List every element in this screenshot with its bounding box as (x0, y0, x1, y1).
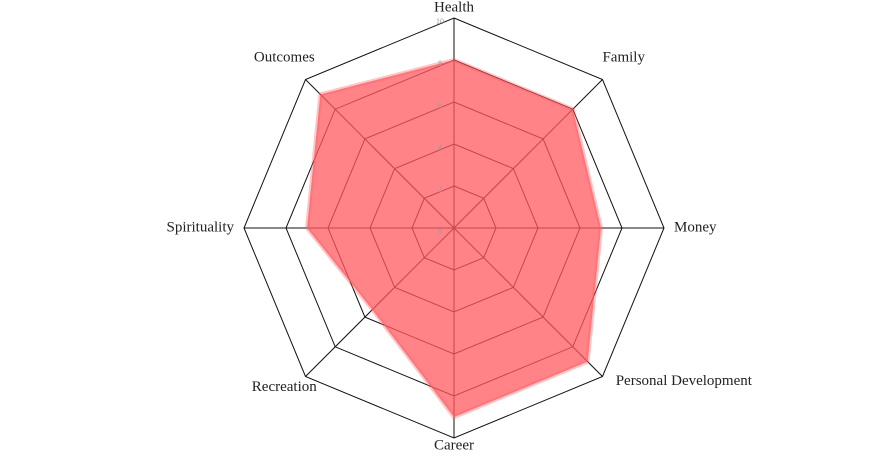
tick-label: 10 (436, 17, 444, 26)
category-label: Health (434, 0, 474, 15)
series-area (304, 57, 604, 420)
tick-label: 2 (438, 185, 442, 194)
category-label: Recreation (252, 379, 317, 395)
tick-label: 0 (438, 227, 442, 236)
category-label: Money (674, 219, 717, 235)
category-label: Family (602, 50, 645, 66)
tick-label: 4 (438, 143, 442, 152)
category-label: Personal Development (616, 373, 753, 389)
tick-label: 6 (438, 101, 442, 110)
tick-label: 8 (438, 59, 442, 68)
category-label: Spirituality (167, 219, 235, 235)
category-label: Outcomes (254, 50, 315, 66)
category-label: Career (434, 437, 474, 453)
